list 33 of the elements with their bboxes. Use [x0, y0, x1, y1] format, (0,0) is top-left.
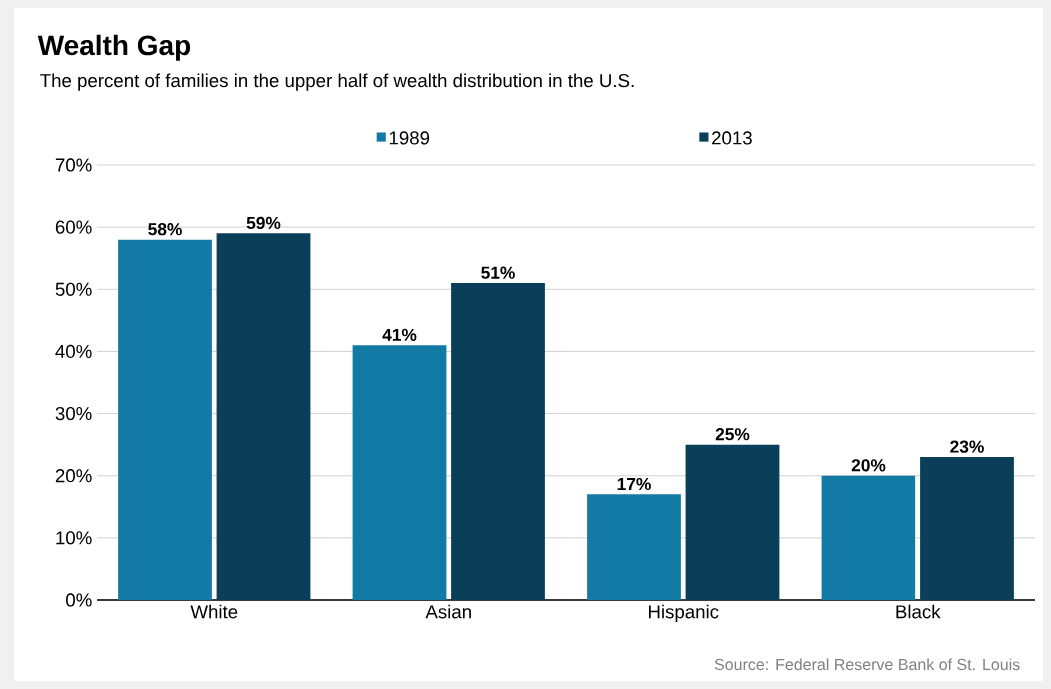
- data-label: 59%: [246, 216, 281, 230]
- y-tick-label: 0%: [66, 593, 92, 607]
- y-tick-label: 70%: [55, 158, 92, 172]
- y-tick-label: 60%: [55, 220, 92, 234]
- bar: [451, 283, 545, 600]
- bar: [685, 444, 780, 600]
- data-label: 25%: [715, 428, 750, 441]
- bar: [118, 239, 212, 600]
- x-tick-label: Asian: [425, 604, 471, 619]
- y-tick-label: 20%: [55, 469, 92, 483]
- bar: [920, 457, 1014, 600]
- legend-label: 1989: [389, 131, 430, 145]
- data-label: 23%: [950, 440, 984, 453]
- chart-title: Wealth Gap: [37, 34, 191, 61]
- data-label: 17%: [617, 477, 651, 491]
- data-label: 51%: [481, 266, 515, 279]
- data-label: 58%: [148, 223, 182, 236]
- data-label: 41%: [382, 328, 417, 341]
- bar: [352, 345, 447, 600]
- legend-label: 2013: [712, 131, 752, 145]
- data-label: 20%: [851, 459, 886, 472]
- x-tick-label: Hispanic: [648, 604, 719, 623]
- chart-subtitle: The percent of families in the upper half of wealth distribution in the U.S.: [40, 73, 634, 91]
- y-tick-label: 40%: [55, 344, 92, 359]
- bar: [216, 233, 311, 600]
- bar: [587, 494, 681, 600]
- bar: [821, 475, 916, 600]
- y-tick-label: 30%: [55, 406, 92, 421]
- x-tick-label: White: [190, 604, 238, 619]
- y-tick-label: 10%: [56, 531, 92, 545]
- x-tick-label: Black: [896, 604, 941, 619]
- source-note: Source: Federal Reserve Bank of St. Louis: [714, 658, 1020, 671]
- y-tick-label: 50%: [55, 282, 92, 296]
